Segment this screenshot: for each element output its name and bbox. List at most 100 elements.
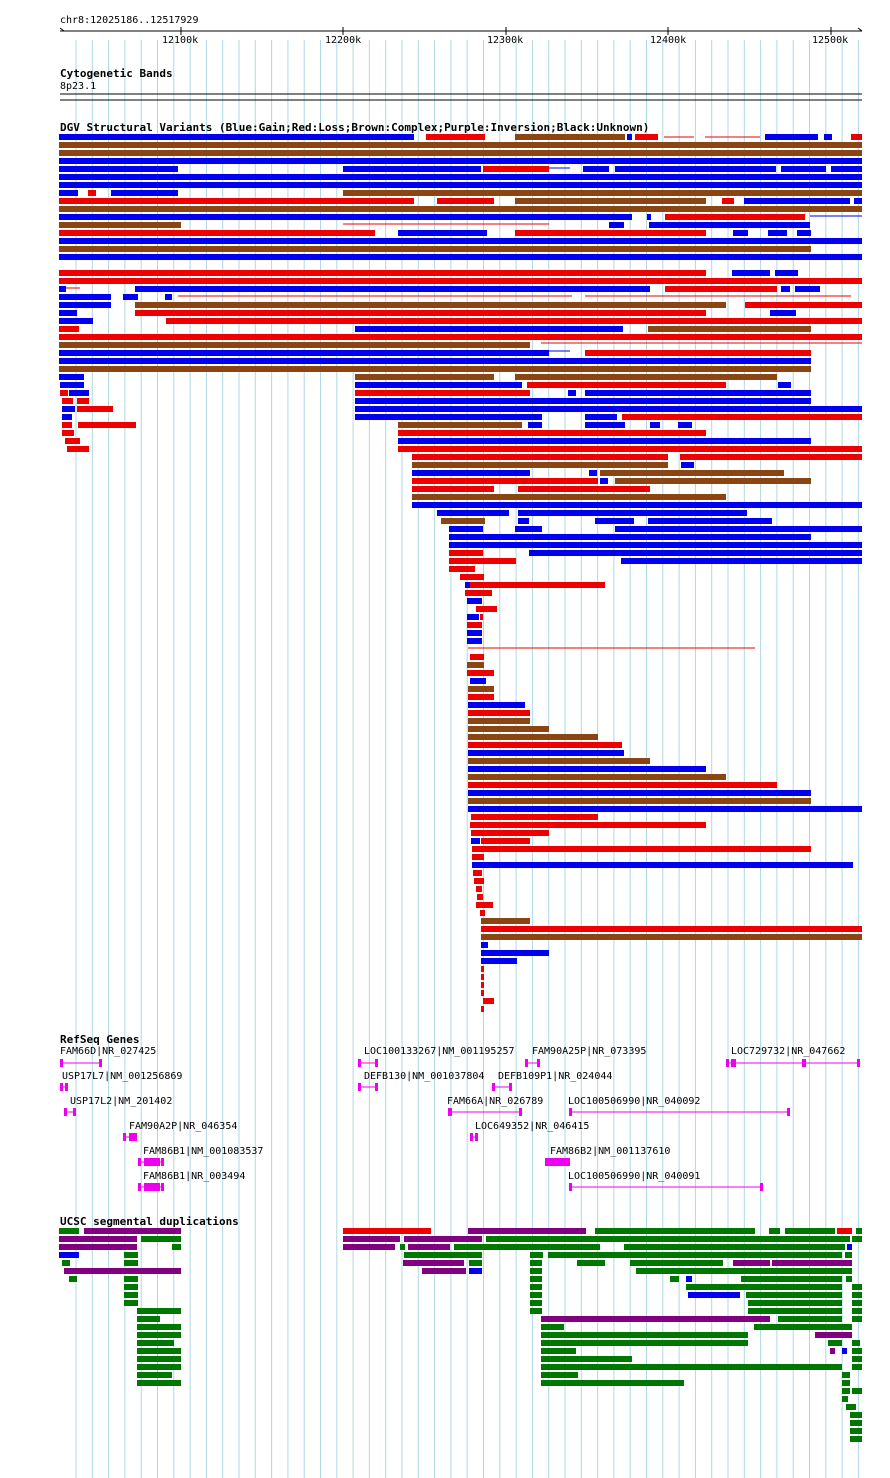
dgv-variant[interactable] xyxy=(733,230,748,236)
dgv-variant[interactable] xyxy=(472,846,811,852)
segdup-block[interactable] xyxy=(403,1260,464,1266)
dgv-variant[interactable] xyxy=(795,286,820,292)
dgv-variant[interactable] xyxy=(851,134,862,140)
dgv-variant[interactable] xyxy=(765,134,818,140)
dgv-variant[interactable] xyxy=(67,446,89,452)
segdup-block[interactable] xyxy=(62,1260,70,1266)
dgv-variant[interactable] xyxy=(476,606,497,612)
gene-exon[interactable] xyxy=(161,1183,164,1191)
dgv-variant[interactable] xyxy=(515,526,542,532)
dgv-variant[interactable] xyxy=(528,422,542,428)
segdup-block[interactable] xyxy=(741,1276,842,1282)
dgv-variant[interactable] xyxy=(398,230,487,236)
dgv-variant[interactable] xyxy=(831,166,862,172)
segdup-block[interactable] xyxy=(852,1348,862,1354)
dgv-variant[interactable] xyxy=(470,822,706,828)
dgv-variant[interactable] xyxy=(59,286,66,292)
dgv-variant[interactable] xyxy=(59,214,632,220)
segdup-block[interactable] xyxy=(852,1236,862,1242)
segdup-block[interactable] xyxy=(69,1276,77,1282)
dgv-variant[interactable] xyxy=(745,302,862,308)
dgv-variant[interactable] xyxy=(515,134,625,140)
dgv-variant[interactable] xyxy=(470,678,486,684)
dgv-variant[interactable] xyxy=(465,582,470,588)
dgv-variant[interactable] xyxy=(515,198,706,204)
dgv-variant[interactable] xyxy=(412,478,598,484)
dgv-variant[interactable] xyxy=(515,374,777,380)
gene-exon[interactable] xyxy=(492,1083,495,1091)
segdup-block[interactable] xyxy=(137,1340,174,1346)
dgv-variant[interactable] xyxy=(59,358,811,364)
segdup-block[interactable] xyxy=(852,1356,862,1362)
gene-exon[interactable] xyxy=(537,1059,540,1067)
segdup-block[interactable] xyxy=(137,1308,181,1314)
segdup-block[interactable] xyxy=(778,1316,842,1322)
dgv-variant[interactable] xyxy=(471,838,480,844)
dgv-variant[interactable] xyxy=(412,470,530,476)
dgv-variant[interactable] xyxy=(59,294,111,300)
dgv-variant[interactable] xyxy=(65,438,80,444)
dgv-variant[interactable] xyxy=(483,166,549,172)
dgv-variant[interactable] xyxy=(649,222,810,228)
dgv-variant[interactable] xyxy=(481,982,484,988)
segdup-block[interactable] xyxy=(59,1228,79,1234)
gene-label[interactable]: USP17L2|NM_201402 xyxy=(70,1096,173,1107)
gene-exon[interactable] xyxy=(802,1059,806,1067)
segdup-block[interactable] xyxy=(530,1276,542,1282)
dgv-variant[interactable] xyxy=(589,470,597,476)
gene-exon[interactable] xyxy=(726,1059,729,1067)
dgv-variant[interactable] xyxy=(59,158,862,164)
dgv-variant[interactable] xyxy=(615,166,776,172)
dgv-variant[interactable] xyxy=(468,694,494,700)
dgv-variant[interactable] xyxy=(650,422,660,428)
segdup-block[interactable] xyxy=(733,1260,770,1266)
dgv-variant[interactable] xyxy=(69,390,89,396)
dgv-variant[interactable] xyxy=(481,942,488,948)
dgv-variant[interactable] xyxy=(468,766,706,772)
dgv-variant[interactable] xyxy=(635,134,658,140)
gene-exon[interactable] xyxy=(569,1108,572,1116)
dgv-variant[interactable] xyxy=(412,486,494,492)
dgv-variant[interactable] xyxy=(59,150,862,156)
dgv-variant[interactable] xyxy=(62,406,75,412)
dgv-variant[interactable] xyxy=(481,974,484,980)
gene-exon[interactable] xyxy=(548,1158,568,1166)
segdup-block[interactable] xyxy=(541,1356,632,1362)
segdup-block[interactable] xyxy=(748,1300,842,1306)
segdup-block[interactable] xyxy=(548,1252,842,1258)
dgv-variant[interactable] xyxy=(135,310,706,316)
dgv-variant[interactable] xyxy=(473,870,482,876)
segdup-block[interactable] xyxy=(422,1268,466,1274)
dgv-variant[interactable] xyxy=(468,686,494,692)
segdup-block[interactable] xyxy=(137,1316,160,1322)
dgv-variant[interactable] xyxy=(355,382,522,388)
segdup-block[interactable] xyxy=(842,1348,847,1354)
gene-exon[interactable] xyxy=(760,1183,763,1191)
segdup-block[interactable] xyxy=(850,1436,862,1442)
dgv-variant[interactable] xyxy=(665,286,777,292)
segdup-block[interactable] xyxy=(748,1308,842,1314)
gene-exon[interactable] xyxy=(525,1059,528,1067)
dgv-variant[interactable] xyxy=(59,270,706,276)
segdup-block[interactable] xyxy=(837,1228,852,1234)
dgv-variant[interactable] xyxy=(476,902,493,908)
dgv-variant[interactable] xyxy=(355,406,862,412)
segdup-block[interactable] xyxy=(746,1292,842,1298)
dgv-variant[interactable] xyxy=(648,518,772,524)
dgv-variant[interactable] xyxy=(615,478,811,484)
dgv-variant[interactable] xyxy=(481,950,549,956)
segdup-block[interactable] xyxy=(343,1236,400,1242)
dgv-variant[interactable] xyxy=(854,198,862,204)
dgv-variant[interactable] xyxy=(781,286,790,292)
dgv-variant[interactable] xyxy=(59,182,862,188)
dgv-variant[interactable] xyxy=(468,750,624,756)
segdup-block[interactable] xyxy=(137,1348,181,1354)
segdup-block[interactable] xyxy=(686,1284,842,1290)
gene-exon[interactable] xyxy=(545,1158,548,1166)
dgv-variant[interactable] xyxy=(468,806,862,812)
dgv-variant[interactable] xyxy=(481,990,484,996)
dgv-variant[interactable] xyxy=(824,134,832,140)
segdup-block[interactable] xyxy=(530,1300,542,1306)
segdup-block[interactable] xyxy=(852,1292,862,1298)
dgv-variant[interactable] xyxy=(412,494,726,500)
